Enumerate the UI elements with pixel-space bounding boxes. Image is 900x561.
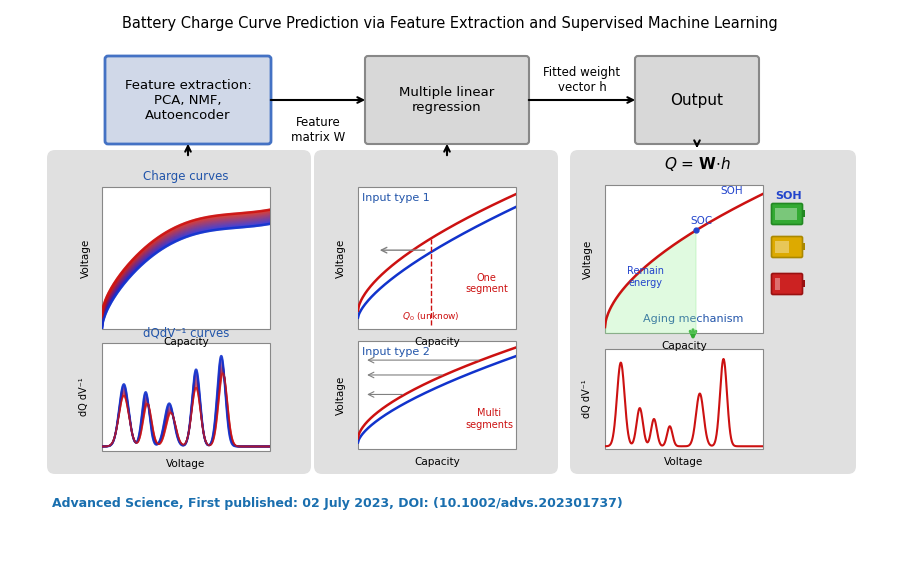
FancyBboxPatch shape — [771, 237, 803, 257]
Text: dQ dV⁻¹: dQ dV⁻¹ — [582, 380, 592, 419]
Text: Voltage: Voltage — [166, 459, 205, 469]
Text: Voltage: Voltage — [664, 457, 704, 467]
Text: $Q_0$ (unknow): $Q_0$ (unknow) — [402, 311, 460, 323]
FancyBboxPatch shape — [635, 56, 759, 144]
FancyBboxPatch shape — [771, 204, 803, 224]
Text: Aging mechanism: Aging mechanism — [643, 314, 743, 324]
Text: Multiple linear
regression: Multiple linear regression — [400, 86, 495, 114]
Bar — [802, 243, 805, 250]
Text: dQdV⁻¹ curves: dQdV⁻¹ curves — [143, 326, 230, 339]
Bar — [605, 349, 763, 449]
Bar — [358, 341, 516, 449]
Text: Output: Output — [670, 93, 724, 108]
FancyBboxPatch shape — [47, 150, 311, 474]
Text: Feature extraction:
PCA, NMF,
Autoencoder: Feature extraction: PCA, NMF, Autoencode… — [124, 79, 251, 122]
Text: Voltage: Voltage — [81, 238, 91, 278]
FancyBboxPatch shape — [570, 150, 856, 474]
Text: Capacity: Capacity — [414, 337, 460, 347]
Text: SOH: SOH — [720, 186, 742, 196]
Bar — [775, 208, 797, 220]
Bar — [802, 280, 805, 287]
FancyBboxPatch shape — [365, 56, 529, 144]
Text: $\mathit{Q}$ = $\mathbf{W}$$\cdot$$\mathit{h}$: $\mathit{Q}$ = $\mathbf{W}$$\cdot$$\math… — [663, 155, 731, 173]
Text: SOH: SOH — [776, 191, 802, 201]
FancyBboxPatch shape — [314, 150, 558, 474]
Text: SOC: SOC — [690, 216, 712, 226]
Text: Voltage: Voltage — [583, 240, 593, 279]
Text: Multi
segments: Multi segments — [465, 408, 513, 430]
Bar — [605, 185, 763, 333]
Text: One
segment: One segment — [465, 273, 508, 295]
Text: Feature
matrix W: Feature matrix W — [291, 116, 345, 144]
Bar — [102, 187, 270, 329]
Bar — [102, 343, 270, 451]
Text: Battery Charge Curve Prediction via Feature Extraction and Supervised Machine Le: Battery Charge Curve Prediction via Feat… — [122, 16, 778, 31]
Bar — [358, 187, 516, 329]
Text: Input type 2: Input type 2 — [362, 347, 430, 357]
Text: Voltage: Voltage — [336, 238, 346, 278]
Bar — [802, 210, 805, 217]
Text: Charge curves: Charge curves — [143, 170, 229, 183]
Bar — [775, 241, 789, 253]
Text: Capacity: Capacity — [163, 337, 209, 347]
Text: Capacity: Capacity — [414, 457, 460, 467]
Text: Fitted weight
vector h: Fitted weight vector h — [544, 66, 621, 94]
FancyBboxPatch shape — [771, 274, 803, 295]
Bar — [775, 278, 780, 290]
Text: Input type 1: Input type 1 — [362, 193, 430, 203]
Text: Advanced Science, First published: 02 July 2023, DOI: (10.1002/advs.202301737): Advanced Science, First published: 02 Ju… — [52, 496, 623, 509]
Text: dQ dV⁻¹: dQ dV⁻¹ — [79, 378, 89, 416]
Text: Remain
energy: Remain energy — [627, 266, 664, 288]
Text: Capacity: Capacity — [662, 341, 706, 351]
FancyBboxPatch shape — [105, 56, 271, 144]
Text: Voltage: Voltage — [336, 375, 346, 415]
